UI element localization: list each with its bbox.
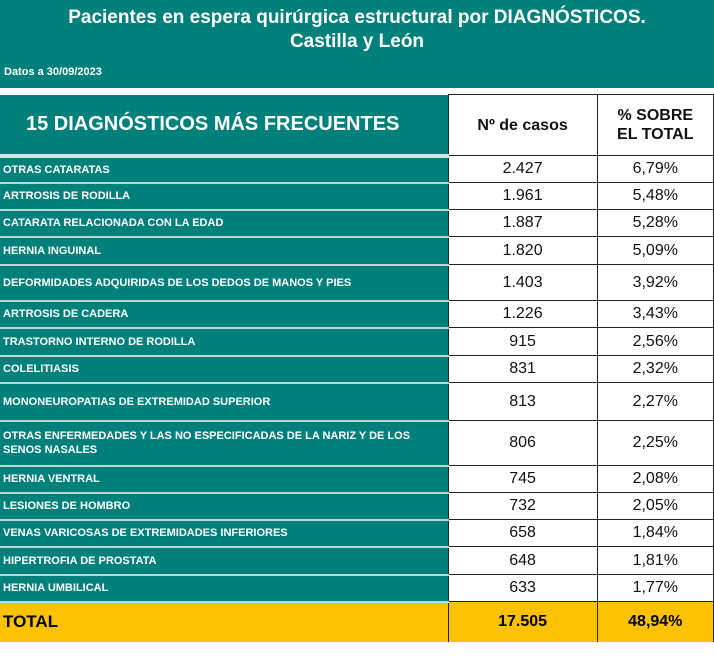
cases-cell: 1.887 [447, 209, 598, 237]
diagnosis-cell: TRASTORNO INTERNO DE RODILLA [0, 327, 449, 357]
table-row: ARTROSIS DE RODILLA 1.961 5,48% [0, 182, 714, 211]
pct-cell: 5,28% [596, 209, 714, 237]
total-pct: 48,94% [596, 601, 714, 642]
total-cases: 17.505 [447, 601, 598, 642]
diagnosis-cell: VENAS VARICOSAS DE EXTREMIDADES INFERIOR… [0, 519, 449, 548]
cases-cell: 1.820 [447, 236, 598, 265]
pct-cell: 1,77% [596, 574, 714, 602]
cases-cell: 648 [447, 546, 598, 575]
diagnosis-cell: ARTROSIS DE CADERA [0, 300, 449, 329]
pct-cell: 5,48% [596, 182, 714, 210]
cases-cell: 1.226 [447, 300, 598, 328]
diagnosis-cell: OTRAS CATARATAS [0, 155, 449, 184]
diagnosis-cell: HERNIA UMBILICAL [0, 574, 449, 603]
diagnoses-table: 15 DIAGNÓSTICOS MÁS FRECUENTES Nº de cas… [0, 94, 714, 642]
header-pct: % SOBRE EL TOTAL [596, 94, 714, 156]
table-row: OTRAS ENFERMEDADES Y LAS NO ESPECIFICADA… [0, 420, 714, 467]
diagnosis-cell: HIPERTROFIA DE PROSTATA [0, 546, 449, 576]
data-date: Datos a 30/09/2023 [4, 66, 102, 78]
table-row: LESIONES DE HOMBRO 732 2,05% [0, 492, 714, 521]
table-row: COLELITIASIS 831 2,32% [0, 355, 714, 384]
table-row: TRASTORNO INTERNO DE RODILLA 915 2,56% [0, 327, 714, 357]
diagnosis-cell: COLELITIASIS [0, 355, 449, 384]
table-row: DEFORMIDADES ADQUIRIDAS DE LOS DEDOS DE … [0, 264, 714, 302]
table-header-row: 15 DIAGNÓSTICOS MÁS FRECUENTES Nº de cas… [0, 94, 714, 158]
diagnosis-cell: MONONEUROPATIAS DE EXTREMIDAD SUPERIOR [0, 382, 449, 422]
pct-cell: 1,81% [596, 546, 714, 575]
pct-cell: 2,05% [596, 492, 714, 520]
pct-cell: 2,08% [596, 465, 714, 493]
table-row: CATARATA RELACIONADA CON LA EDAD 1.887 5… [0, 209, 714, 238]
diagnosis-cell: HERNIA INGUINAL [0, 236, 449, 266]
pct-cell: 1,84% [596, 519, 714, 547]
cases-cell: 915 [447, 327, 598, 356]
cases-cell: 831 [447, 355, 598, 383]
diagnosis-cell: CATARATA RELACIONADA CON LA EDAD [0, 209, 449, 238]
table-row: MONONEUROPATIAS DE EXTREMIDAD SUPERIOR 8… [0, 382, 714, 422]
table-row: HERNIA UMBILICAL 633 1,77% [0, 574, 714, 603]
diagnosis-cell: HERNIA VENTRAL [0, 465, 449, 494]
cases-cell: 813 [447, 382, 598, 421]
report-header: Pacientes en espera quirúrgica estructur… [0, 0, 714, 88]
table-row: ARTROSIS DE CADERA 1.226 3,43% [0, 300, 714, 329]
total-label: TOTAL [0, 601, 449, 642]
title-line-2: Castilla y León [289, 31, 425, 52]
cases-cell: 1.961 [447, 182, 598, 210]
table-row: OTRAS CATARATAS 2.427 6,79% [0, 155, 714, 184]
pct-cell: 2,32% [596, 355, 714, 383]
pct-cell: 2,25% [596, 420, 714, 466]
cases-cell: 732 [447, 492, 598, 520]
header-diagnosis: 15 DIAGNÓSTICOS MÁS FRECUENTES [0, 94, 449, 158]
pct-cell: 5,09% [596, 236, 714, 265]
pct-cell: 3,92% [596, 264, 714, 301]
table-row: HERNIA VENTRAL 745 2,08% [0, 465, 714, 494]
pct-cell: 3,43% [596, 300, 714, 328]
table-row: VENAS VARICOSAS DE EXTREMIDADES INFERIOR… [0, 519, 714, 548]
cases-cell: 2.427 [447, 155, 598, 183]
pct-cell: 2,27% [596, 382, 714, 421]
title-line-1: Pacientes en espera quirúrgica estructur… [68, 7, 646, 28]
diagnosis-cell: DEFORMIDADES ADQUIRIDAS DE LOS DEDOS DE … [0, 264, 449, 302]
table-row: HERNIA INGUINAL 1.820 5,09% [0, 236, 714, 266]
report-title: Pacientes en espera quirúrgica estructur… [0, 0, 714, 54]
table-row: HIPERTROFIA DE PROSTATA 648 1,81% [0, 546, 714, 576]
cases-cell: 633 [447, 574, 598, 602]
header-cases: Nº de casos [447, 94, 598, 156]
diagnosis-cell: ARTROSIS DE RODILLA [0, 182, 449, 211]
total-row: TOTAL 17.505 48,94% [0, 601, 714, 642]
diagnosis-cell: LESIONES DE HOMBRO [0, 492, 449, 521]
pct-cell: 2,56% [596, 327, 714, 356]
cases-cell: 745 [447, 465, 598, 493]
cases-cell: 1.403 [447, 264, 598, 301]
diagnosis-cell: OTRAS ENFERMEDADES Y LAS NO ESPECIFICADA… [0, 420, 449, 467]
cases-cell: 658 [447, 519, 598, 547]
pct-cell: 6,79% [596, 155, 714, 183]
cases-cell: 806 [447, 420, 598, 466]
